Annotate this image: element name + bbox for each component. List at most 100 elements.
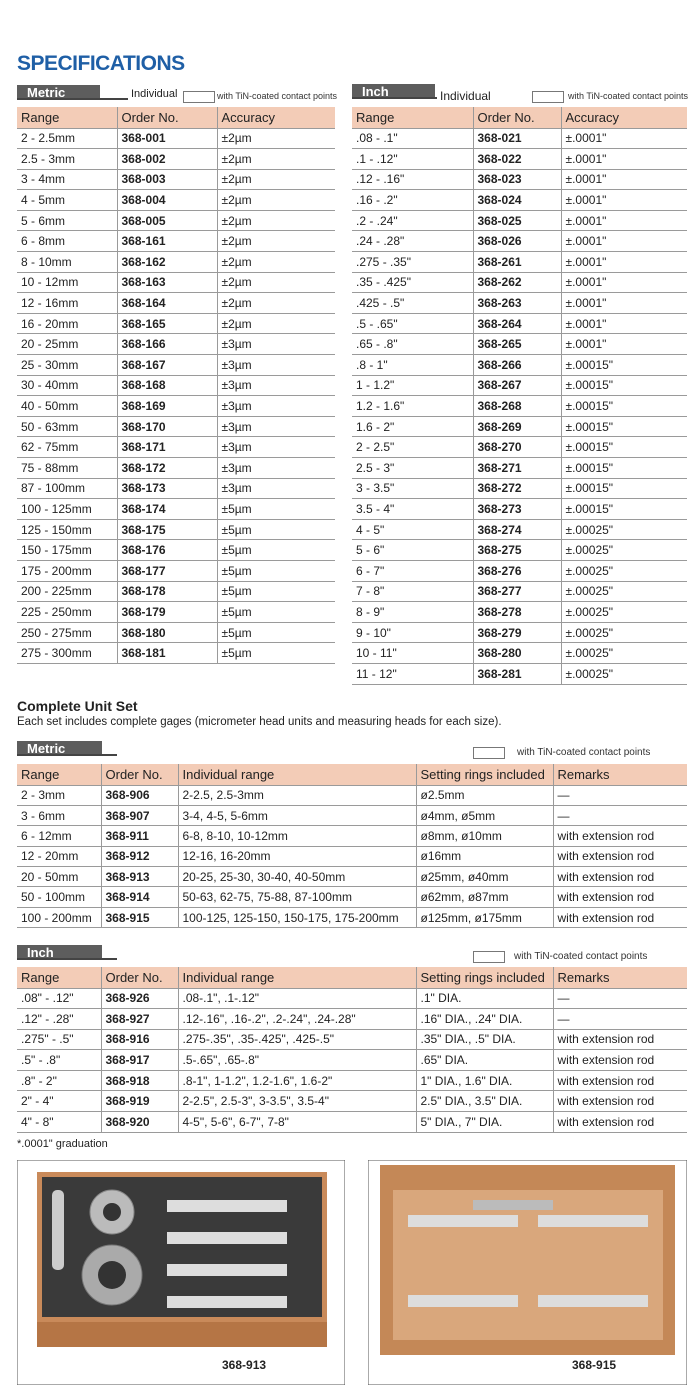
cell: ±3µm [216,478,335,500]
cell: 368-278 [472,601,561,623]
header-cell: Remarks [552,764,687,786]
cell: 368-172 [116,457,217,479]
cell: ø4mm, ø5mm [415,805,553,827]
cell: .5-.65", .65-.8" [177,1049,416,1071]
cell: 368-267 [472,375,561,397]
cell: ±.00025" [560,539,687,561]
page-title: SPECIFICATIONS [17,52,185,75]
table-row: 250 - 275mm 368-180 ±5µm [17,622,335,644]
cell: 368-176 [116,539,217,561]
cell: 225 - 250mm [17,601,117,623]
table-row: 16 - 20mm 368-165 ±2µm [17,313,335,335]
box-inner [393,1190,663,1340]
cell: with extension rod [552,907,687,929]
cell: ±5µm [216,519,335,541]
cell: ±.00015" [560,457,687,479]
footnote: *.0001" graduation [17,1138,108,1150]
cell: 368-272 [472,478,561,500]
cell: ø62mm, ø87mm [415,886,553,908]
gauge [408,1215,518,1227]
cell: ±2µm [216,272,335,294]
table-row: .08 - .1" 368-021 ±.0001" [352,128,687,150]
cell: 368-022 [472,148,561,170]
cell: 368-021 [472,128,561,150]
cell: 368-163 [116,272,217,294]
cell: 1 - 1.2" [352,375,473,397]
cell: ±.00015" [560,375,687,397]
cell: ±.0001" [560,230,687,253]
spec-table: Range Order No. Individual range Setting ri… [17,764,687,929]
cell: 8 - 10mm [17,251,117,273]
cell: 2.5 - 3mm [17,148,117,170]
cell: 368-911 [100,825,178,847]
table-row: 4 - 5mm 368-004 ±2µm [17,189,335,211]
header-cell: Range [17,967,101,989]
cell: .24 - .28" [352,230,473,253]
gauge [167,1296,287,1308]
cell: .35 - .425" [352,272,473,294]
cell: 368-273 [472,498,561,520]
ring-hole [103,1203,121,1221]
cell: 368-181 [116,642,217,664]
table-row: 8 - 10mm 368-162 ±2µm [17,251,335,273]
cell: 4 - 5mm [17,189,117,211]
cell: .12 - .16" [352,169,473,191]
cell: 6 - 12mm [17,825,101,847]
table-row: .275" - .5" 368-916.275-.35", .35-.425", … [17,1029,687,1051]
cell: ±.00015" [560,416,687,438]
table-row: 1.2 - 1.6" 368-268 ±.00015" [352,395,687,417]
header-cell: Order No. [472,107,561,129]
cell: ±2µm [216,189,335,211]
table-row: 2.5 - 3mm 368-002 ±2µm [17,148,335,170]
box-base [37,1322,327,1347]
table-row: .425 - .5" 368-263 ±.0001" [352,292,687,314]
cell: 1.2 - 1.6" [352,395,473,417]
cell: ±.00025" [560,601,687,623]
cell: 368-915 [100,907,178,929]
cell: 50-63, 62-75, 75-88, 87-100mm [177,886,416,908]
header-cell: Individual range [177,967,416,989]
tab-line [17,98,128,100]
cell: 368-274 [472,519,561,541]
cell: 368-262 [472,272,561,294]
cell: 368-002 [116,148,217,170]
cell: 3 - 3.5" [352,478,473,500]
cell: with extension rod [552,1090,687,1113]
table-row: .12" - .28" 368-927.12-.16", .16-.2", .2-… [17,1008,687,1030]
gauge [167,1264,287,1276]
cell: 368-920 [100,1111,178,1133]
cell: 368-174 [116,498,217,520]
legend-label: with TiN-coated contact points [217,91,338,101]
cell: 368-023 [472,169,561,191]
cell: .5 - .65" [352,313,473,335]
rod [52,1190,64,1270]
cell: 368-916 [100,1029,178,1051]
cell: ø25mm, ø40mm [415,866,553,888]
gauge [167,1232,287,1244]
cell: 368-173 [116,478,217,500]
cell: ±.0001" [560,128,687,150]
cell: 368-906 [100,785,178,806]
cell: with extension rod [552,1029,687,1051]
cell: 8 - 9" [352,601,473,623]
cell: ±3µm [216,333,335,356]
table-row: .2 - .24" 368-025 ±.0001" [352,210,687,232]
cell: — [552,988,687,1010]
photo [17,1160,345,1385]
cell: 368-171 [116,436,217,458]
cell: ±3µm [216,416,335,438]
cell: 368-918 [100,1070,178,1092]
cell: ±.0001" [560,333,687,356]
cell: 368-165 [116,313,217,335]
table-row: 50 - 100mm 368-914 50-63, 62-75, 75-88, 87… [17,886,687,908]
cell: with extension rod [552,846,687,868]
header-cell: Setting rings included [415,764,553,786]
cell: 1" DIA., 1.6" DIA. [415,1070,553,1092]
cell: 2 - 2.5mm [17,128,117,150]
cell: ±.00015" [560,436,687,458]
gauge [538,1295,648,1307]
cell: ±.00015" [560,478,687,500]
table-row: 2 - 2.5" 368-270 ±.00015" [352,436,687,458]
cell: .8 - 1" [352,354,473,376]
